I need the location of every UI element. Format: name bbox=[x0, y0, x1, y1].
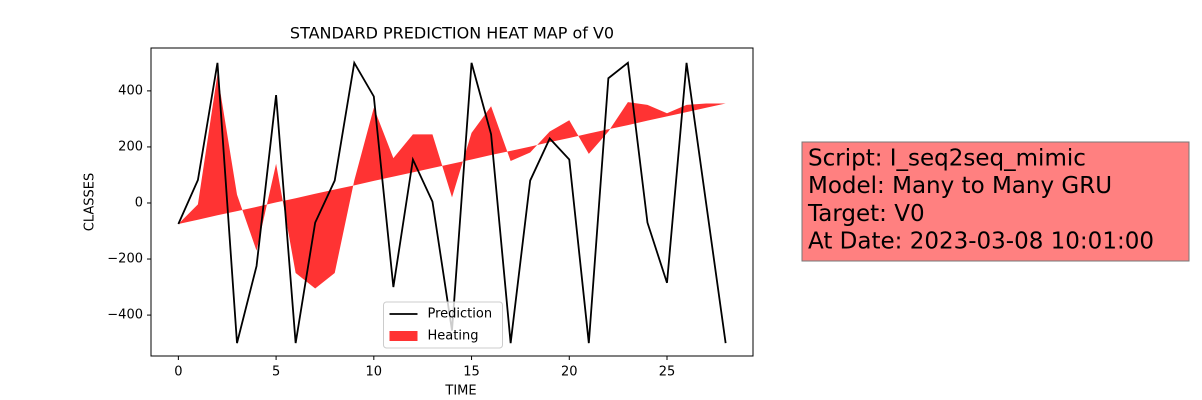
annotation-line: At Date: 2023-03-08 10:01:00 bbox=[808, 229, 1154, 255]
legend-swatch bbox=[389, 331, 418, 341]
x-tick-label: 25 bbox=[659, 365, 676, 380]
plot-frame bbox=[150, 47, 754, 357]
y-tick-label: −200 bbox=[107, 252, 143, 267]
chart-title: STANDARD PREDICTION HEAT MAP of V0 bbox=[290, 24, 614, 43]
y-tick-label: 200 bbox=[118, 139, 143, 154]
heating-area bbox=[178, 74, 726, 289]
annotation-box bbox=[801, 141, 1190, 262]
x-axis-label: TIME bbox=[444, 384, 476, 399]
annotation-line: Target: V0 bbox=[807, 201, 925, 227]
legend-label: Prediction bbox=[428, 307, 493, 322]
x-tick-label: 20 bbox=[561, 365, 578, 380]
annotation-line: Model: Many to Many GRU bbox=[808, 173, 1112, 199]
x-tick-label: 10 bbox=[366, 365, 383, 380]
legend-label: Heating bbox=[428, 329, 479, 344]
y-tick-label: 0 bbox=[135, 195, 143, 210]
x-tick-label: 15 bbox=[463, 365, 480, 380]
y-axis-label: CLASSES bbox=[83, 173, 98, 231]
x-tick-label: 5 bbox=[272, 365, 280, 380]
y-tick-label: −400 bbox=[107, 308, 143, 323]
y-tick-label: 400 bbox=[118, 83, 143, 98]
x-tick-label: 0 bbox=[174, 365, 182, 380]
annotation-line: Script: I_seq2seq_mimic bbox=[808, 146, 1086, 172]
